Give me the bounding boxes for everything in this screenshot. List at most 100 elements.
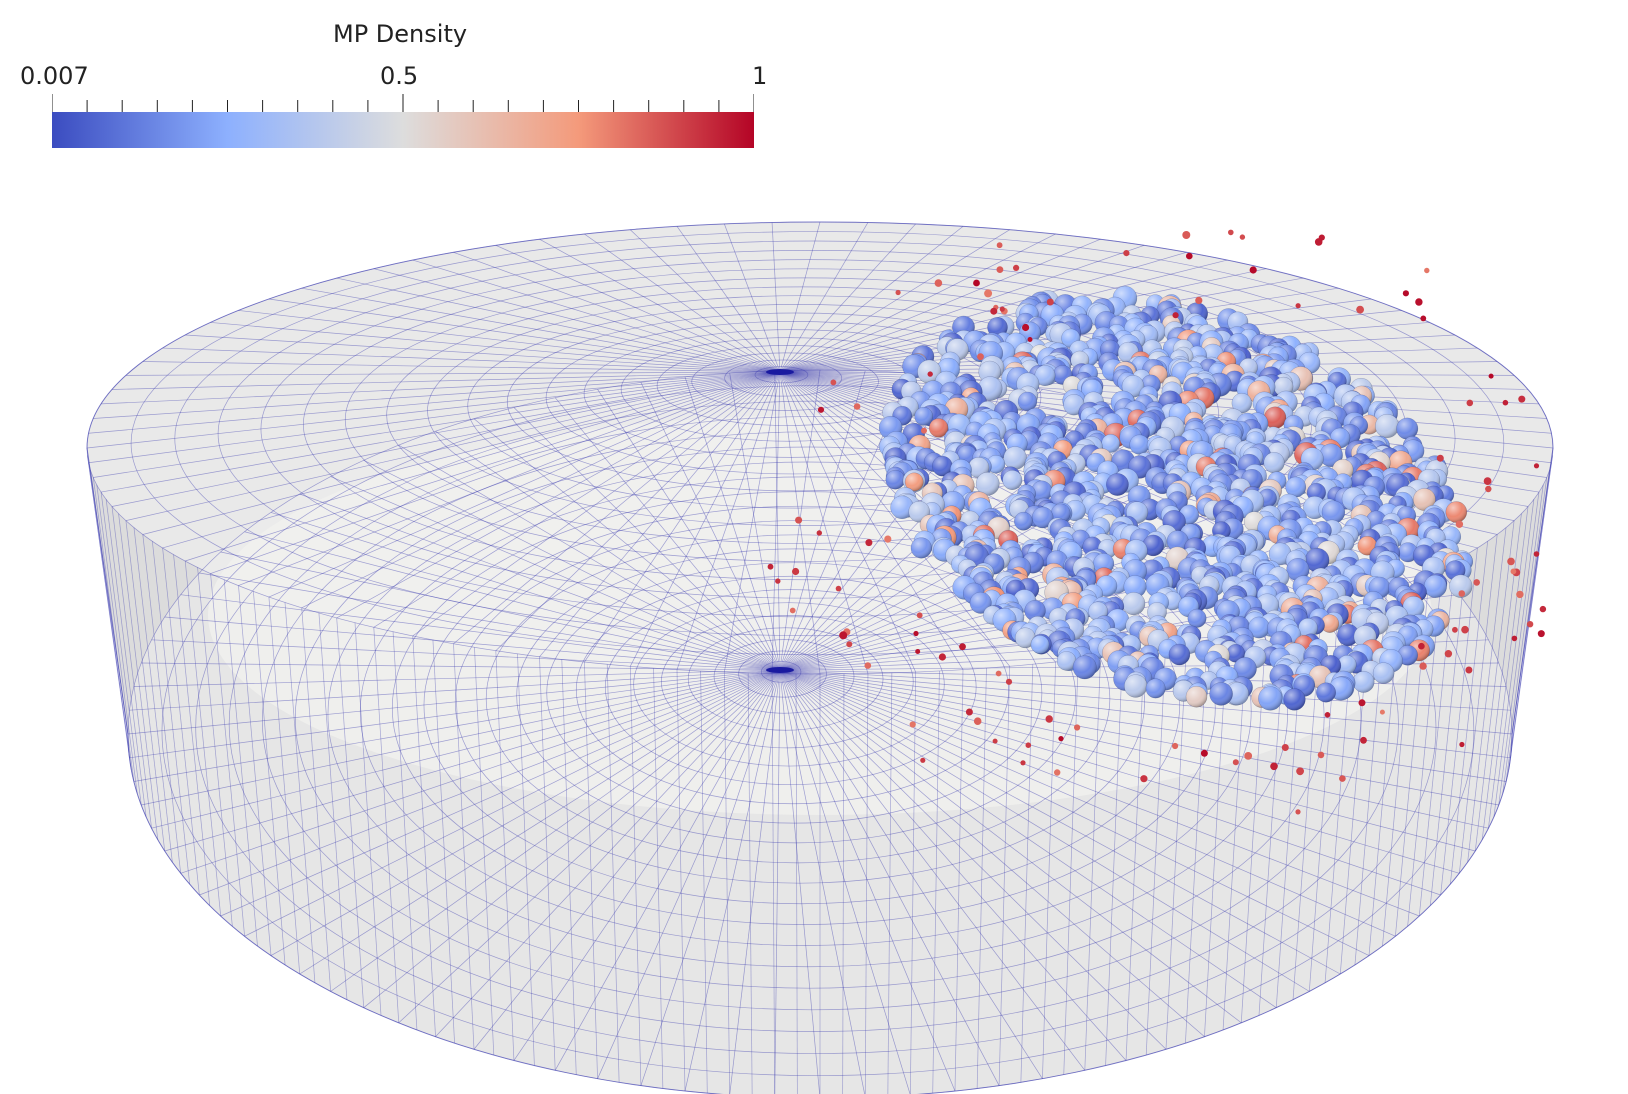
scattered-particle <box>977 353 984 361</box>
scattered-particle <box>1436 454 1444 462</box>
scattered-particle <box>1444 650 1453 658</box>
particle-highlight <box>932 456 953 477</box>
scattered-particle <box>775 578 781 584</box>
particle-highlight <box>1226 644 1245 663</box>
particle-cloud <box>767 229 1547 815</box>
particle-highlight <box>914 407 933 426</box>
particle-highlight <box>970 592 992 614</box>
scattered-particle <box>1539 605 1547 613</box>
particle-highlight <box>1122 375 1144 398</box>
scattered-particle <box>1360 736 1367 744</box>
particle-highlight <box>1057 651 1077 671</box>
scattered-particle <box>1186 252 1193 260</box>
particle-highlight <box>1398 542 1418 562</box>
wall-mesh <box>86 447 1554 1094</box>
scattered-particle <box>1459 741 1465 748</box>
particle-highlight <box>1129 434 1150 455</box>
scattered-particle <box>921 427 927 434</box>
scattered-particle <box>1458 590 1466 597</box>
scattered-particle <box>1013 264 1020 271</box>
scattered-particle <box>817 406 825 413</box>
particle-highlight <box>1353 671 1375 693</box>
scattered-particle <box>1402 290 1409 297</box>
scattered-particle <box>1483 477 1492 485</box>
particle-highlight <box>1269 542 1292 566</box>
particle-highlight <box>1231 393 1252 413</box>
particle-highlight <box>1209 682 1233 706</box>
particle-highlight <box>987 317 1008 338</box>
particle-highlight <box>1373 662 1395 684</box>
scattered-particle <box>1415 298 1423 306</box>
scattered-particle <box>830 379 837 386</box>
particle-highlight <box>1123 575 1147 598</box>
scattered-particle <box>1045 715 1053 723</box>
scattered-particle <box>789 607 796 614</box>
scattered-particle <box>1318 234 1325 241</box>
scattered-particle <box>864 662 872 669</box>
scattered-particle <box>1270 762 1278 771</box>
scattered-particle <box>1296 767 1304 776</box>
particle-highlight <box>1142 534 1164 556</box>
particle-highlight <box>1337 655 1357 674</box>
scattered-particle <box>795 516 803 524</box>
top-axis-hub <box>766 369 794 375</box>
scattered-particle <box>913 630 919 637</box>
particle-highlight <box>1286 558 1310 581</box>
scattered-particle <box>1502 399 1509 406</box>
particle-highlight <box>929 418 948 438</box>
legend-title: MP Density <box>333 20 468 48</box>
scattered-particle <box>999 306 1005 312</box>
scattered-particle <box>1518 395 1526 403</box>
particle-highlight <box>1413 488 1436 511</box>
scattered-particle <box>835 585 842 592</box>
particle-highlight <box>1424 575 1447 598</box>
scattered-particle <box>915 649 921 654</box>
particle-highlight <box>1445 501 1467 523</box>
scattered-particle <box>992 738 998 744</box>
particle-highlight <box>1032 507 1054 528</box>
scattered-particle <box>938 653 947 661</box>
scattered-particle <box>1025 742 1032 748</box>
particle-highlight <box>968 457 989 478</box>
scattered-particle <box>1356 305 1364 314</box>
particle-highlight <box>1123 559 1147 583</box>
scattered-particle <box>816 530 822 536</box>
scattered-particle <box>973 279 980 287</box>
scattered-particle <box>973 717 982 725</box>
scattered-particle <box>1058 736 1064 742</box>
scattered-particle <box>853 403 861 410</box>
scattered-particle <box>1452 626 1458 633</box>
particle-highlight <box>1186 686 1207 708</box>
particle-highlight <box>1298 618 1318 638</box>
particle-highlight <box>1397 645 1418 666</box>
scattered-particle <box>1249 266 1257 274</box>
particle-highlight <box>1258 686 1283 711</box>
particle-highlight <box>1015 627 1036 648</box>
scattered-particle <box>1228 229 1234 236</box>
scattered-particle <box>1420 315 1427 322</box>
scattered-particle <box>767 563 774 570</box>
particle-highlight <box>1031 480 1052 502</box>
particle-highlight <box>1319 443 1343 467</box>
particle-highlight <box>1305 548 1330 572</box>
colorbar <box>52 94 754 148</box>
particle-highlight <box>978 376 1003 401</box>
scattered-particle <box>965 708 973 716</box>
scattered-particle <box>1054 769 1061 776</box>
particle-highlight <box>1124 674 1148 698</box>
scattered-particle <box>1195 296 1203 304</box>
particle-highlight <box>1034 365 1056 386</box>
scattered-particle <box>1232 759 1239 766</box>
scattered-particle <box>1317 751 1325 759</box>
particle-highlight <box>1030 635 1050 654</box>
scattered-particle <box>1510 568 1517 575</box>
scattered-particle <box>1244 752 1253 760</box>
particle-highlight <box>1122 592 1145 615</box>
scattered-particle <box>1295 303 1301 309</box>
scattered-particle <box>1507 557 1515 566</box>
scattered-particle <box>1485 485 1492 493</box>
scattered-particle <box>1281 744 1289 751</box>
scattered-particle <box>846 641 853 648</box>
scattered-particle <box>1424 267 1430 274</box>
